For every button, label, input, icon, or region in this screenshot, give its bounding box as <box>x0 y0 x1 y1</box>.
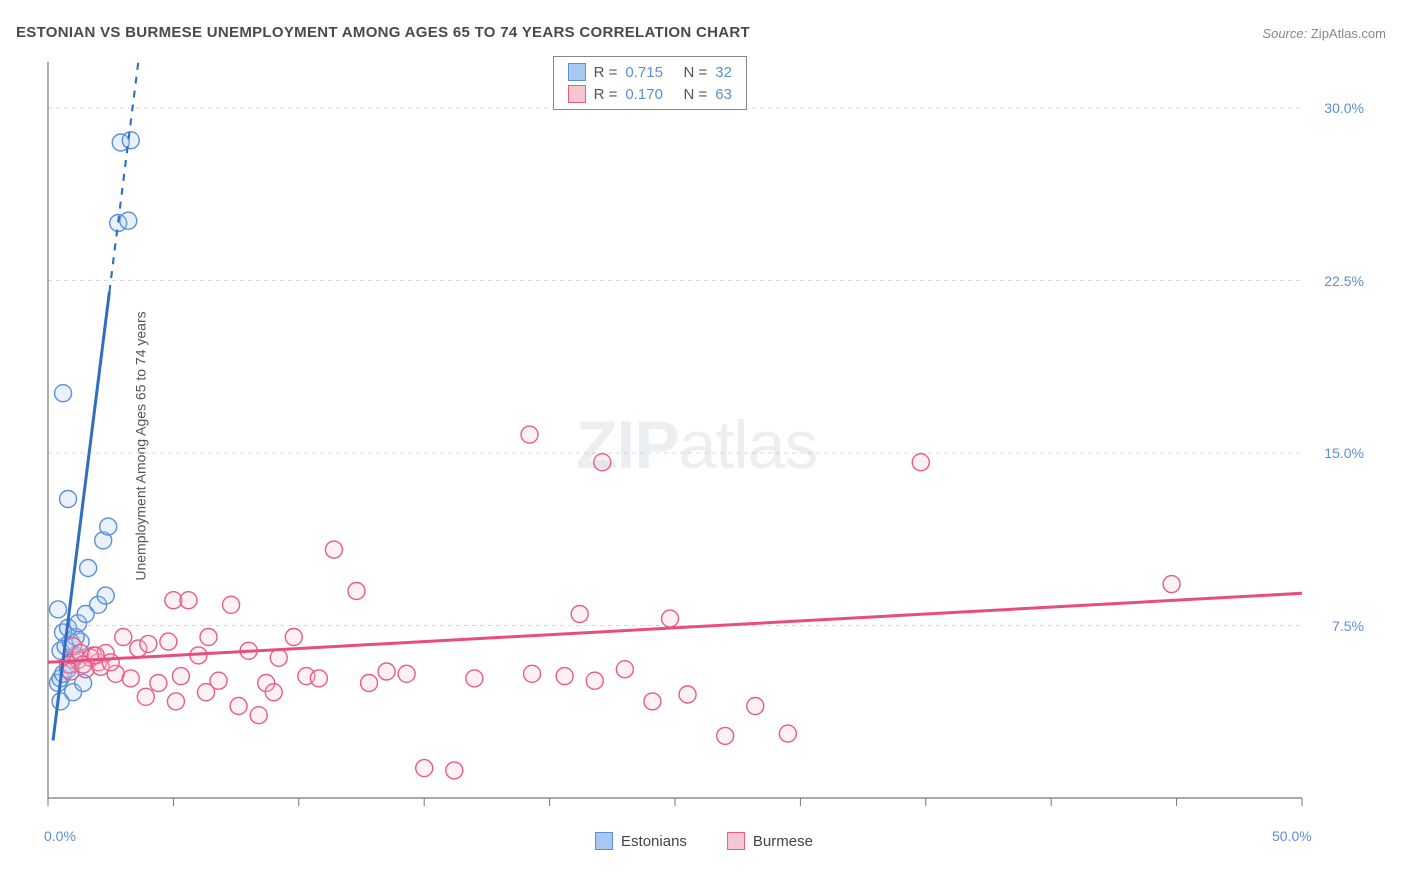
series-legend-item: Burmese <box>727 832 813 850</box>
legend-n-value: 32 <box>715 64 732 81</box>
legend-r-value: 0.170 <box>625 86 663 103</box>
chart-title: ESTONIAN VS BURMESE UNEMPLOYMENT AMONG A… <box>16 24 750 41</box>
y-tick-label: 22.5% <box>1324 273 1364 289</box>
correlation-chart: ZIPatlas R = 0.715 N = 32R = 0.170 N = 6… <box>46 56 1362 816</box>
legend-swatch <box>568 85 586 103</box>
series-legend-label: Burmese <box>753 833 813 850</box>
source-label: Source: <box>1262 26 1307 41</box>
x-tick-label: 50.0% <box>1272 828 1312 844</box>
correlation-legend: R = 0.715 N = 32R = 0.170 N = 63 <box>553 56 747 110</box>
series-legend: Estonians Burmese <box>595 832 813 850</box>
source-name: ZipAtlas.com <box>1311 26 1386 41</box>
legend-swatch <box>568 63 586 81</box>
legend-r-label: R = <box>594 86 618 103</box>
series-legend-label: Estonians <box>621 833 687 850</box>
legend-n-label: N = <box>671 86 707 103</box>
y-tick-label: 30.0% <box>1324 100 1364 116</box>
legend-swatch <box>595 832 613 850</box>
legend-n-value: 63 <box>715 86 732 103</box>
chart-svg <box>46 56 1362 816</box>
correlation-legend-row: R = 0.170 N = 63 <box>554 83 746 105</box>
y-tick-label: 7.5% <box>1332 618 1364 634</box>
correlation-legend-row: R = 0.715 N = 32 <box>554 61 746 83</box>
source-caption: Source: ZipAtlas.com <box>1262 26 1386 41</box>
legend-n-label: N = <box>671 64 707 81</box>
y-tick-label: 15.0% <box>1324 445 1364 461</box>
series-legend-item: Estonians <box>595 832 687 850</box>
legend-r-label: R = <box>594 64 618 81</box>
legend-r-value: 0.715 <box>625 64 663 81</box>
legend-swatch <box>727 832 745 850</box>
x-tick-label: 0.0% <box>44 828 76 844</box>
